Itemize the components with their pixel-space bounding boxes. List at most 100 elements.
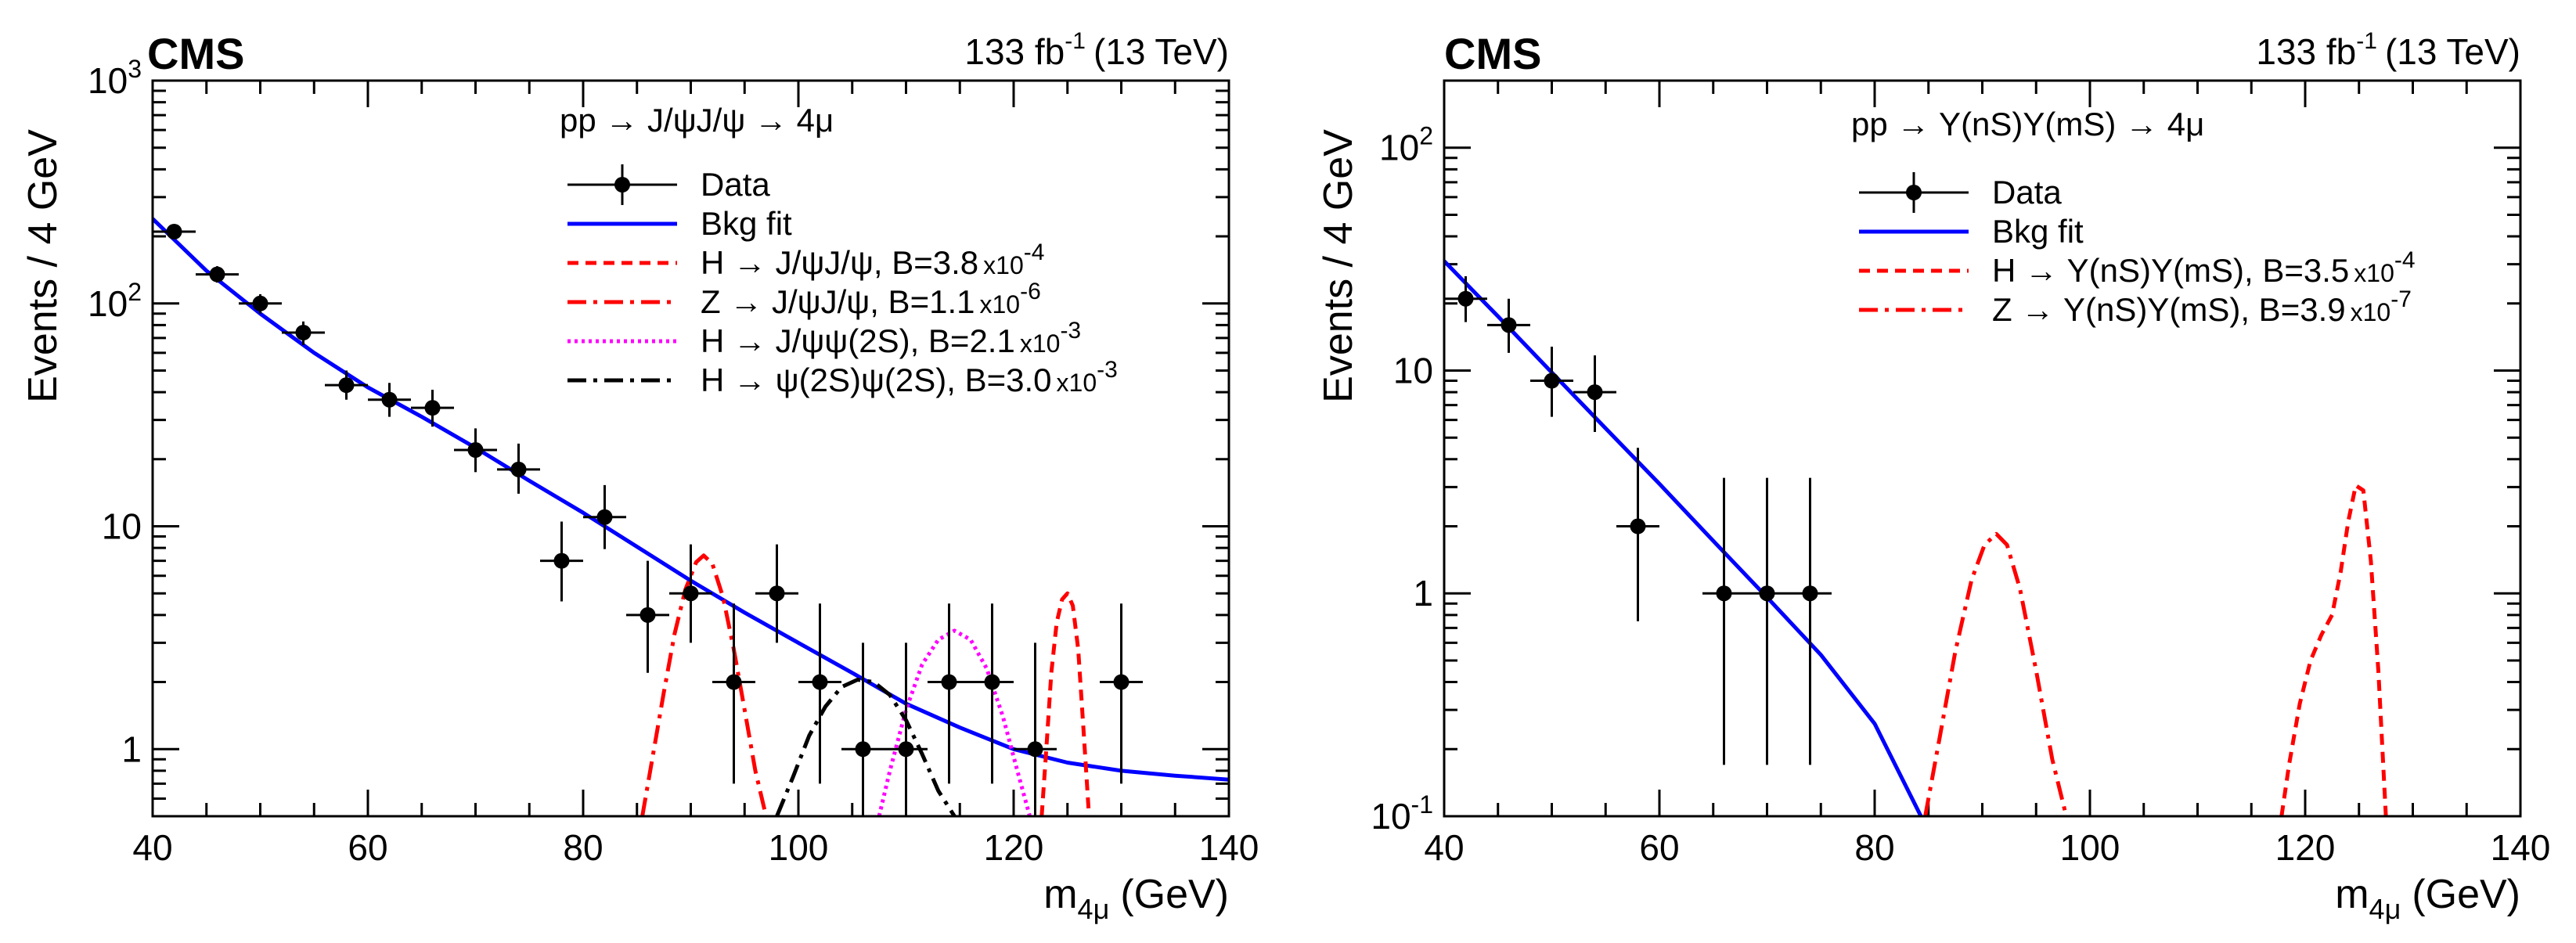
legend-entry: H → Υ(nS)Υ(mS), B=3.5 x10-4 — [1859, 247, 2416, 289]
legend-entry: H → J/ψψ(2S), B=2.1 x10-3 — [567, 318, 1081, 359]
series-line-bkg-fit — [1444, 259, 1923, 816]
legend-entry: Z → Υ(nS)Υ(mS), B=3.9 x10-7 — [1859, 286, 2412, 328]
legend-entry: Data — [567, 164, 770, 205]
x-tick-label: 100 — [2060, 827, 2120, 868]
axis-ticks-left: 40 60 80 100 120 140 1 10 102 103 — [88, 55, 1259, 868]
data-point — [368, 383, 411, 417]
x-tick-label: 120 — [984, 827, 1044, 868]
data-marker — [1113, 674, 1129, 690]
data-point — [1746, 477, 1789, 765]
y-tick-label: 102 — [1379, 122, 1433, 168]
data-marker — [166, 224, 182, 240]
data-marker — [295, 324, 312, 340]
data-marker — [467, 442, 484, 459]
panel-left: CMS 133 fb-1 (13 TeV) Events / 4 GeV m4μ(… — [20, 28, 1259, 925]
legend-label: H → ψ(2S)ψ(2S), B=3.0 x10-3 — [701, 357, 1118, 398]
data-marker — [1027, 741, 1043, 758]
legend-label: Z → Υ(nS)Υ(mS), B=3.9 x10-7 — [1992, 286, 2412, 328]
x-tick-label: 60 — [348, 827, 387, 868]
data-points-left — [153, 224, 1143, 816]
data-marker — [1630, 518, 1646, 534]
y-axis-label: Events / 4 GeV — [20, 129, 66, 403]
data-marker — [1802, 585, 1818, 602]
series-line-h-2s-2s- — [775, 678, 957, 816]
data-marker — [1759, 585, 1775, 602]
data-marker — [769, 585, 785, 602]
legend-entry: H → J/ψJ/ψ, B=3.8 x10-4 — [567, 239, 1044, 281]
data-marker — [683, 585, 699, 602]
data-points-right — [1444, 275, 1832, 765]
x-tick-label: 60 — [1639, 827, 1679, 868]
data-marker — [941, 674, 957, 690]
data-marker — [1544, 373, 1560, 389]
data-marker — [553, 552, 570, 569]
series-line-h-ns-ms- — [2279, 483, 2388, 816]
data-marker — [639, 606, 656, 623]
data-point — [540, 521, 583, 602]
data-point — [1616, 448, 1659, 621]
x-tick-label: 120 — [2275, 827, 2336, 868]
legend-label: H → J/ψψ(2S), B=2.1 x10-3 — [701, 318, 1081, 359]
cms-label: CMS — [1444, 29, 1541, 78]
legend-entry: Bkg fit — [1859, 213, 2084, 250]
data-point — [497, 443, 540, 494]
legend-label: Bkg fit — [1992, 213, 2084, 250]
data-point — [1573, 355, 1616, 432]
data-marker — [209, 266, 225, 283]
x-tick-label: 40 — [132, 827, 172, 868]
legend-label: Z → J/ψJ/ψ, B=1.1 x10-6 — [701, 279, 1041, 320]
data-point — [1487, 298, 1530, 353]
x-tick-label: 40 — [1424, 827, 1464, 868]
y-tick-label: 1 — [1413, 573, 1433, 614]
data-marker — [898, 741, 914, 758]
data-marker — [510, 461, 527, 477]
series-line-h-j-j- — [1039, 591, 1091, 816]
y-tick-label: 10 — [102, 506, 142, 547]
data-point — [1702, 477, 1746, 765]
y-tick-label: 102 — [88, 278, 142, 324]
x-axis-label: m4μ (GeV) — [1043, 872, 1229, 925]
data-point — [196, 266, 239, 283]
legend-label: H → Υ(nS)Υ(mS), B=3.5 x10-4 — [1992, 247, 2416, 289]
data-point — [798, 603, 841, 784]
data-point — [153, 224, 196, 240]
data-marker — [726, 674, 742, 690]
legend-label: Data — [1992, 174, 2062, 211]
x-tick-label: 80 — [563, 827, 603, 868]
x-tick-label: 80 — [1854, 827, 1894, 868]
data-point — [1100, 603, 1143, 784]
data-point — [884, 642, 928, 816]
legend-label: Bkg fit — [701, 205, 792, 242]
luminosity-label: 133 fb-1 (13 TeV) — [2256, 28, 2520, 72]
legend-entry: H → ψ(2S)ψ(2S), B=3.0 x10-3 — [567, 357, 1118, 398]
y-tick-label: 103 — [88, 55, 142, 101]
data-point — [411, 390, 454, 427]
x-tick-label: 140 — [2491, 827, 2551, 868]
data-point — [669, 544, 712, 643]
data-point — [1789, 477, 1832, 765]
x-tick-label: 140 — [1199, 827, 1259, 868]
curves-right — [1444, 259, 2388, 816]
data-point — [583, 484, 626, 549]
data-marker — [381, 391, 398, 408]
series-line-z-ns-ms- — [1923, 531, 2069, 816]
data-marker — [1587, 384, 1603, 401]
legend-swatch-marker — [614, 177, 630, 193]
data-marker — [1501, 317, 1517, 333]
y-tick-label: 10-1 — [1371, 790, 1433, 837]
axis-ticks-right: 40 60 80 100 120 140 10-1 1 10 102 — [1371, 79, 2551, 868]
plot-frame-left — [151, 79, 1230, 818]
data-point — [841, 642, 884, 816]
data-marker — [252, 295, 268, 311]
series-line-h-j-2s- — [877, 628, 1032, 816]
data-point — [325, 370, 368, 400]
data-marker — [984, 674, 1000, 690]
y-tick-label: 10 — [1393, 350, 1433, 391]
data-marker — [338, 377, 355, 394]
series-line-bkg-fit — [153, 217, 1229, 782]
legend-swatch-marker — [1906, 185, 1922, 200]
data-marker — [1716, 585, 1732, 602]
